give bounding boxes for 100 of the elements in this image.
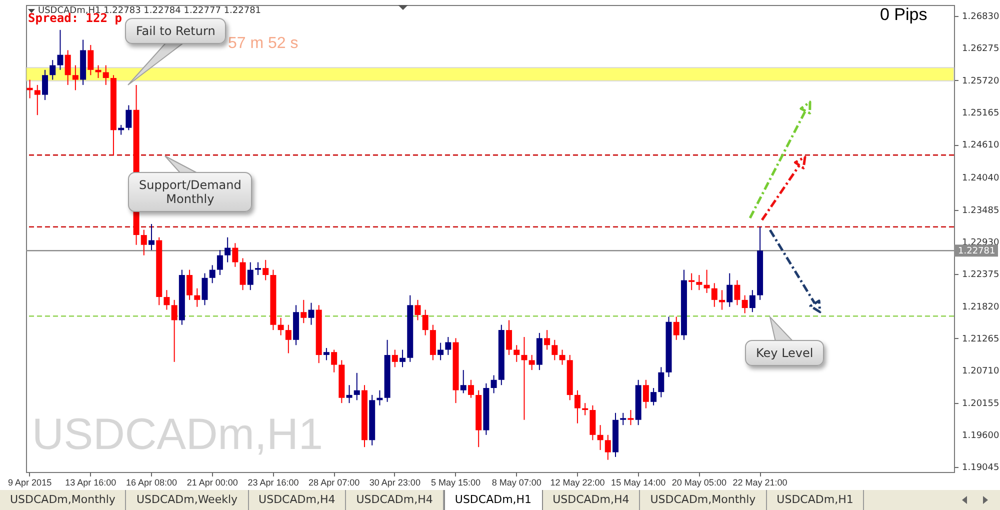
y-tick-label: 1.19045: [962, 463, 1000, 474]
candlestick: [240, 258, 246, 291]
annotation: 57 m 52 s: [228, 35, 298, 53]
text: USDCADm,H1: [766, 490, 864, 510]
candlestick: [490, 374, 497, 394]
candlestick: [247, 262, 254, 291]
candlestick: [749, 290, 756, 313]
y-tick-label: 1.21265: [962, 334, 1000, 344]
text: USDCADm,Monthly: [640, 490, 767, 510]
candlestick: [255, 262, 261, 276]
candlestick: [164, 290, 170, 310]
y-tick-label: 1.26275: [962, 44, 1000, 54]
candlestick: [148, 224, 155, 251]
candlestick: [422, 309, 428, 336]
candlestick: [650, 387, 657, 406]
candlestick: [232, 242, 238, 268]
candlestick: [696, 274, 702, 291]
candlestick: [742, 294, 748, 314]
text: USDCADm,H4: [346, 490, 444, 510]
x-tick-label: 30 Apr 23:00: [369, 478, 420, 488]
x-tick-label: 22 May 21:00: [732, 478, 788, 488]
candlestick: [285, 324, 292, 354]
candlestick: [194, 288, 200, 308]
candlestick: [186, 269, 193, 300]
candlestick: [278, 317, 284, 336]
x-tick-label: 8 May 07:00: [492, 478, 542, 488]
annotation: Fail to Return: [125, 18, 226, 44]
x-tick-label: 15 May 14:00: [611, 478, 666, 488]
text: USDCADm,Monthly: [0, 490, 126, 510]
candlestick: [597, 424, 604, 450]
candlestick: [50, 60, 56, 80]
y-tick-label: 1.24040: [962, 174, 1000, 184]
x-tick-label: 13 Apr 16:00: [65, 478, 116, 488]
candlestick: [216, 250, 223, 276]
candlestick: [400, 349, 406, 368]
candlestick: [42, 69, 48, 101]
candlestick: [262, 259, 269, 281]
y-tick-label: 1.21820: [962, 302, 1000, 312]
candlestick: [726, 272, 733, 308]
candlestick: [658, 366, 664, 398]
text: USDCADm,H1: [444, 490, 543, 510]
x-tick-label: 23 Apr 16:00: [248, 478, 299, 488]
candlestick: [64, 50, 71, 86]
x-tick-label: 16 Apr 08:00: [126, 478, 178, 488]
candlestick: [209, 264, 216, 284]
annotation: Support/Demand Monthly: [128, 172, 252, 212]
y-tick-label: 1.24610: [962, 140, 1000, 151]
candlestick: [414, 299, 421, 321]
candlestick: [445, 336, 452, 356]
text: USDCADm,Weekly: [126, 490, 249, 510]
candlestick: [102, 64, 109, 86]
y-tick-label: 1.22375: [962, 270, 1000, 280]
candlestick: [34, 84, 40, 116]
y-tick-label: 1.19600: [962, 430, 1000, 441]
y-tick-label: 1.25165: [962, 108, 1000, 118]
candlestick: [688, 272, 695, 291]
annotation: Key Level: [745, 340, 824, 366]
candlestick: [604, 434, 611, 460]
candlestick: [528, 354, 535, 371]
candlestick: [559, 349, 566, 366]
candlestick: [642, 379, 649, 409]
x-tick-label: 21 Apr 00:00: [186, 478, 238, 488]
candlestick: [202, 272, 208, 306]
candlestick: [224, 236, 231, 263]
text: USDCADm,H4: [542, 490, 640, 510]
candlestick: [72, 64, 78, 91]
candlestick: [346, 384, 352, 404]
candlestick: [468, 379, 474, 398]
y-tick-label: 1.25720: [962, 76, 1000, 86]
candlestick: [506, 320, 512, 356]
text: USDCADm,H4: [248, 490, 346, 510]
candlestick: [514, 344, 520, 362]
candlestick: [620, 412, 626, 426]
annotation: 0 Pips: [880, 5, 928, 25]
x-tick-label: 28 Apr 07:00: [308, 478, 360, 488]
candlestick: [521, 336, 528, 420]
candlestick: [331, 349, 338, 373]
x-tick-label: 9 Apr 2015: [8, 478, 52, 488]
y-tick-label: 1.20710: [962, 366, 1000, 377]
candlestick: [628, 410, 634, 426]
candlestick: [88, 44, 94, 76]
candlestick: [704, 269, 710, 294]
candlestick: [734, 280, 740, 306]
x-tick-label: 20 May 05:00: [672, 478, 726, 488]
candlestick: [673, 316, 680, 340]
candlestick: [171, 299, 178, 362]
y-tick-label: 1.20155: [962, 398, 1000, 409]
ref-line-label: 1.22781: [958, 246, 996, 257]
candlestick: [308, 302, 314, 326]
candlestick: [140, 229, 147, 256]
x-tick-label: 12 May 22:00: [550, 478, 605, 488]
candlestick: [300, 299, 307, 324]
candlestick: [392, 349, 398, 368]
y-tick-label: 1.26830: [962, 12, 1000, 22]
candlestick: [354, 372, 360, 401]
candlestick: [460, 370, 466, 394]
y-tick-label: 1.23485: [962, 206, 1000, 216]
y-tick-label: 1.22930: [962, 238, 1000, 248]
candlestick: [711, 282, 718, 308]
x-tick-label: 5 May 15:00: [431, 478, 481, 488]
